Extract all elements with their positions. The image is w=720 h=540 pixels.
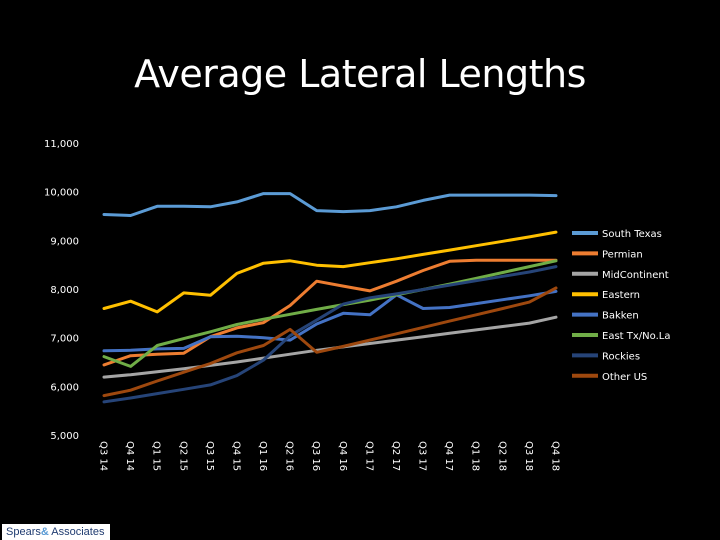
x-tick-label: Q2 17	[390, 441, 401, 471]
x-tick-label: Q1 15	[151, 441, 162, 471]
logo-text-a: Spears	[6, 526, 41, 538]
chart-title: Average Lateral Lengths	[134, 52, 586, 96]
x-tick-label: Q4 14	[124, 441, 135, 471]
legend-label: South Texas	[602, 229, 662, 240]
x-tick-label: Q3 14	[98, 441, 109, 471]
series-line	[102, 258, 558, 367]
y-tick-label: 9,000	[50, 236, 79, 247]
y-tick-label: 6,000	[50, 382, 79, 393]
x-tick-label: Q2 15	[177, 441, 188, 471]
logo-ampersand: &	[40, 526, 49, 538]
y-tick-label: 11,000	[44, 139, 79, 150]
y-tick-label: 8,000	[50, 285, 79, 296]
x-tick-label: Q1 16	[257, 441, 268, 471]
company-logo: Spears& Associates	[2, 524, 110, 540]
x-tick-label: Q3 17	[417, 441, 428, 471]
legend-label: MidContinent	[602, 270, 669, 281]
logo-text-b: Associates	[48, 526, 105, 538]
series-line	[102, 289, 558, 353]
series-line	[102, 265, 558, 404]
x-axis: Q3 14 Q4 14 Q1 15 Q2 15 Q3 15 Q4 15 Q1 16 Q2 16…	[98, 441, 561, 471]
legend-label: Permian	[602, 249, 643, 260]
series-line	[102, 259, 558, 368]
legend-label: Bakken	[602, 311, 639, 322]
x-tick-label: Q4 15	[230, 441, 241, 471]
legend-label: Rockies	[602, 351, 640, 362]
y-tick-label: 10,000	[44, 188, 79, 199]
legend-label: Other US	[602, 372, 647, 383]
x-tick-label: Q4 18	[550, 441, 561, 471]
legend: South Texas Permian MidContinent Eastern Bak…	[572, 229, 670, 383]
x-tick-label: Q4 17	[443, 441, 454, 471]
x-tick-label: Q2 18	[496, 441, 507, 471]
x-tick-label: Q2 16	[284, 441, 295, 471]
x-tick-label: Q3 18	[523, 441, 534, 471]
series-line	[102, 192, 558, 217]
x-tick-label: Q1 18	[470, 441, 481, 471]
series-line	[102, 230, 558, 314]
legend-label: East Tx/No.La	[602, 331, 670, 342]
series-lines	[102, 192, 558, 404]
y-tick-label: 5,000	[50, 431, 79, 442]
y-axis: 5,000 6,000 7,000 8,000 9,000 10,000 11,000	[44, 139, 79, 442]
legend-label: Eastern	[602, 290, 640, 301]
series-line	[102, 286, 558, 398]
x-tick-label: Q3 16	[310, 441, 321, 471]
x-tick-label: Q3 15	[204, 441, 215, 471]
x-tick-label: Q4 16	[337, 441, 348, 471]
y-tick-label: 7,000	[50, 334, 79, 345]
x-tick-label: Q1 17	[363, 441, 374, 471]
